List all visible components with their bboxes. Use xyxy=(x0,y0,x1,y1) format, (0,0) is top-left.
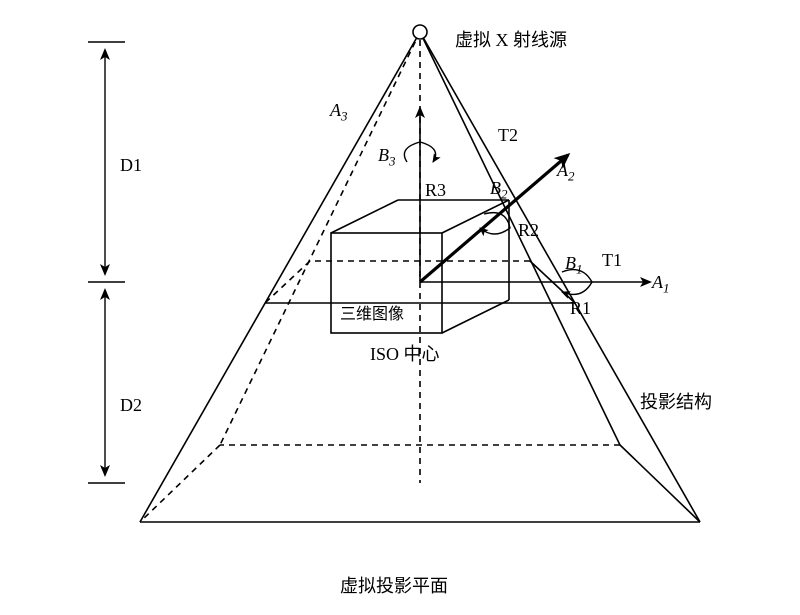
label-b3: B3 xyxy=(378,145,396,170)
pyramid-base xyxy=(140,445,700,522)
diagram-canvas: 虚拟 X 射线源 D1 D2 A3 A2 A1 B3 B2 B1 T2 T1 R… xyxy=(0,0,800,615)
label-r2: R2 xyxy=(518,220,539,241)
dim-lines xyxy=(88,42,125,483)
label-cube: 三维图像 xyxy=(340,300,404,324)
label-source: 虚拟 X 射线源 xyxy=(455,26,567,52)
label-b2: B2 xyxy=(490,178,508,203)
label-r3: R3 xyxy=(425,180,446,201)
label-a2: A2 xyxy=(557,160,575,185)
label-t2: T2 xyxy=(498,125,518,146)
label-d1: D1 xyxy=(120,155,142,176)
label-t1: T1 xyxy=(602,250,622,271)
xray-source-point xyxy=(413,25,427,39)
label-b1: B1 xyxy=(565,253,583,278)
label-r1: R1 xyxy=(570,298,591,319)
label-proj-struct: 投影结构 xyxy=(640,388,712,414)
label-d2: D2 xyxy=(120,395,142,416)
label-a3: A3 xyxy=(330,100,348,125)
label-a1: A1 xyxy=(652,272,670,297)
label-bottom: 虚拟投影平面 xyxy=(340,572,448,598)
label-iso: ISO 中心 xyxy=(370,340,440,366)
